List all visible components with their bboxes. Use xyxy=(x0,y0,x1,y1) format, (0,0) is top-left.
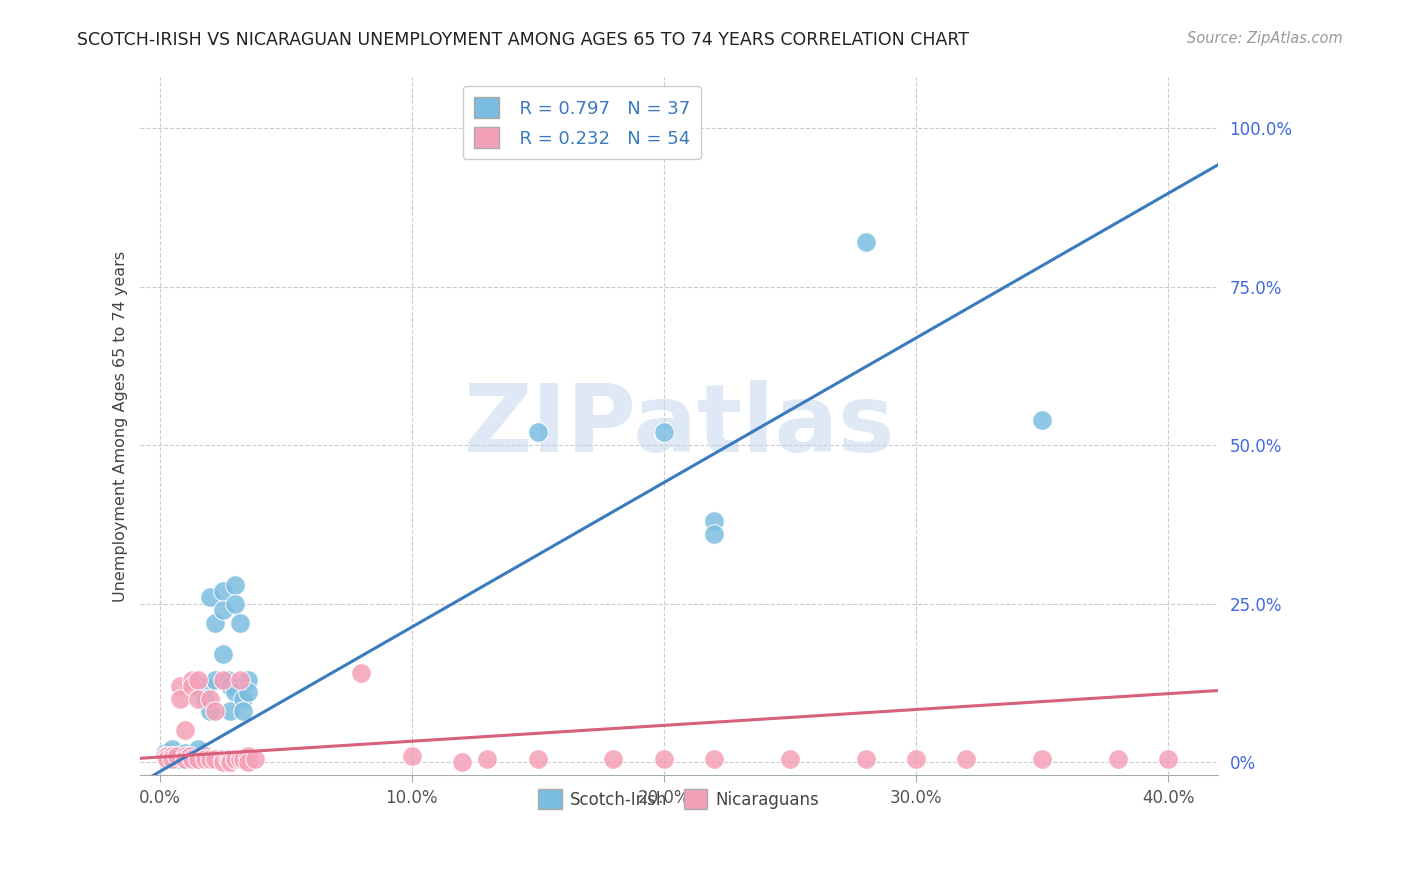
Point xyxy=(194,691,217,706)
Point xyxy=(904,752,927,766)
Point xyxy=(194,679,217,693)
Point xyxy=(350,666,373,681)
Point xyxy=(156,752,179,766)
Point xyxy=(181,752,204,766)
Point xyxy=(198,591,221,605)
Point xyxy=(181,679,204,693)
Point xyxy=(211,755,233,769)
Point xyxy=(211,673,233,687)
Point xyxy=(232,752,254,766)
Point xyxy=(232,705,254,719)
Point xyxy=(779,752,801,766)
Point xyxy=(527,752,550,766)
Point xyxy=(245,752,267,766)
Point xyxy=(156,748,179,763)
Point xyxy=(174,752,197,766)
Point xyxy=(169,679,191,693)
Point xyxy=(211,752,233,766)
Point xyxy=(153,748,176,763)
Point xyxy=(211,603,233,617)
Point xyxy=(153,746,176,760)
Point xyxy=(224,685,246,699)
Point xyxy=(198,752,221,766)
Point xyxy=(703,752,725,766)
Point xyxy=(527,425,550,440)
Point xyxy=(1157,752,1180,766)
Text: Source: ZipAtlas.com: Source: ZipAtlas.com xyxy=(1187,31,1343,46)
Point xyxy=(1107,752,1129,766)
Point xyxy=(219,755,242,769)
Point xyxy=(602,752,624,766)
Point xyxy=(229,752,252,766)
Point xyxy=(166,748,188,763)
Point xyxy=(703,527,725,541)
Point xyxy=(162,742,184,756)
Point xyxy=(186,752,208,766)
Point xyxy=(211,648,233,662)
Point xyxy=(219,705,242,719)
Text: SCOTCH-IRISH VS NICARAGUAN UNEMPLOYMENT AMONG AGES 65 TO 74 YEARS CORRELATION CH: SCOTCH-IRISH VS NICARAGUAN UNEMPLOYMENT … xyxy=(77,31,969,49)
Point xyxy=(1031,752,1053,766)
Point xyxy=(186,691,208,706)
Point xyxy=(166,748,188,763)
Point xyxy=(169,691,191,706)
Point xyxy=(236,748,259,763)
Point xyxy=(204,705,226,719)
Point xyxy=(174,748,197,763)
Point xyxy=(217,752,239,766)
Point xyxy=(229,615,252,630)
Point xyxy=(401,748,423,763)
Point xyxy=(229,673,252,687)
Point xyxy=(236,755,259,769)
Point xyxy=(198,691,221,706)
Point xyxy=(224,752,246,766)
Point xyxy=(204,615,226,630)
Point xyxy=(204,752,226,766)
Point xyxy=(652,425,675,440)
Y-axis label: Unemployment Among Ages 65 to 74 years: Unemployment Among Ages 65 to 74 years xyxy=(114,251,128,602)
Point xyxy=(855,235,877,250)
Point xyxy=(194,748,217,763)
Point xyxy=(236,673,259,687)
Point xyxy=(477,752,499,766)
Legend: Scotch-Irish, Nicaraguans: Scotch-Irish, Nicaraguans xyxy=(531,782,827,815)
Point xyxy=(174,746,197,760)
Point xyxy=(181,673,204,687)
Point xyxy=(1031,413,1053,427)
Point xyxy=(186,752,208,766)
Point xyxy=(174,752,197,766)
Point xyxy=(179,748,201,763)
Point xyxy=(162,752,184,766)
Point xyxy=(703,514,725,528)
Point xyxy=(211,584,233,599)
Point xyxy=(219,679,242,693)
Point xyxy=(224,597,246,611)
Point xyxy=(955,752,977,766)
Point xyxy=(169,752,191,766)
Point xyxy=(451,755,474,769)
Point xyxy=(224,752,246,766)
Point xyxy=(156,752,179,766)
Point xyxy=(204,673,226,687)
Point xyxy=(219,752,242,766)
Point xyxy=(179,748,201,763)
Point xyxy=(198,705,221,719)
Point xyxy=(652,752,675,766)
Text: ZIPatlas: ZIPatlas xyxy=(464,380,894,472)
Point xyxy=(186,673,208,687)
Point xyxy=(174,723,197,738)
Point xyxy=(162,748,184,763)
Point xyxy=(194,752,217,766)
Point xyxy=(232,691,254,706)
Point xyxy=(236,685,259,699)
Point xyxy=(186,742,208,756)
Point xyxy=(224,577,246,591)
Point xyxy=(855,752,877,766)
Point xyxy=(217,673,239,687)
